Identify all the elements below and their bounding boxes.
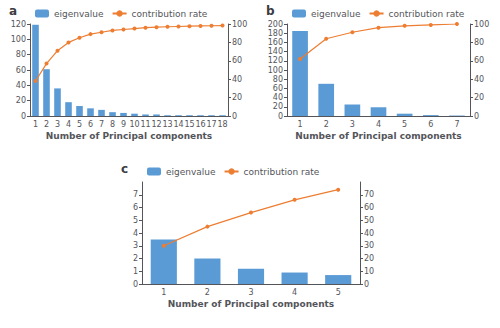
- svg-text:1: 1: [133, 267, 138, 276]
- svg-text:1: 1: [298, 120, 303, 129]
- svg-text:0: 0: [21, 112, 26, 121]
- svg-text:15: 15: [184, 120, 194, 129]
- svg-text:20: 20: [474, 93, 484, 102]
- svg-text:17: 17: [206, 120, 216, 129]
- svg-text:140: 140: [268, 47, 283, 56]
- svg-text:eigenvalue: eigenvalue: [311, 9, 361, 19]
- svg-text:c: c: [121, 162, 128, 176]
- svg-text:80: 80: [273, 75, 283, 84]
- svg-text:40: 40: [273, 93, 283, 102]
- svg-text:contribution rate: contribution rate: [244, 167, 320, 177]
- svg-text:20: 20: [16, 96, 26, 105]
- svg-text:4: 4: [292, 288, 297, 297]
- svg-text:60: 60: [474, 56, 484, 65]
- svg-text:40: 40: [232, 75, 242, 84]
- svg-text:70: 70: [364, 190, 374, 199]
- svg-text:160: 160: [268, 38, 283, 47]
- svg-text:6: 6: [428, 120, 433, 129]
- svg-text:20: 20: [273, 102, 283, 111]
- svg-text:7: 7: [133, 190, 138, 199]
- svg-text:10: 10: [129, 120, 139, 129]
- svg-text:3: 3: [248, 288, 253, 297]
- svg-text:80: 80: [474, 38, 484, 47]
- svg-text:10: 10: [364, 267, 374, 276]
- svg-text:200: 200: [268, 20, 283, 29]
- svg-text:contribution rate: contribution rate: [132, 9, 208, 19]
- svg-text:5: 5: [402, 120, 407, 129]
- svg-text:40: 40: [364, 229, 374, 238]
- svg-text:12: 12: [151, 120, 161, 129]
- svg-text:b: b: [266, 4, 275, 18]
- svg-text:11: 11: [140, 120, 150, 129]
- svg-text:18: 18: [217, 120, 227, 129]
- svg-text:7: 7: [454, 120, 459, 129]
- svg-text:0: 0: [364, 280, 369, 289]
- svg-text:0: 0: [278, 112, 283, 121]
- svg-text:40: 40: [16, 81, 26, 90]
- svg-text:14: 14: [173, 120, 183, 129]
- svg-text:5: 5: [336, 288, 341, 297]
- svg-text:100: 100: [268, 66, 283, 75]
- svg-text:13: 13: [162, 120, 172, 129]
- svg-text:100: 100: [474, 20, 489, 29]
- svg-text:5: 5: [77, 120, 82, 129]
- svg-text:50: 50: [364, 216, 374, 225]
- svg-text:4: 4: [66, 120, 71, 129]
- svg-text:5: 5: [133, 216, 138, 225]
- svg-text:60: 60: [232, 56, 242, 65]
- svg-text:0: 0: [232, 112, 237, 121]
- svg-text:1: 1: [161, 288, 166, 297]
- svg-text:3: 3: [133, 241, 138, 250]
- svg-text:100: 100: [11, 35, 26, 44]
- svg-text:80: 80: [232, 38, 242, 47]
- svg-text:60: 60: [16, 66, 26, 75]
- svg-text:Number of Principal components: Number of Principal components: [168, 299, 334, 309]
- svg-text:1: 1: [33, 120, 38, 129]
- svg-text:contribution rate: contribution rate: [389, 9, 465, 19]
- svg-text:9: 9: [121, 120, 126, 129]
- svg-text:20: 20: [232, 93, 242, 102]
- svg-text:Number of Principal components: Number of Principal components: [46, 131, 212, 141]
- svg-text:a: a: [9, 4, 17, 18]
- svg-text:0: 0: [133, 280, 138, 289]
- svg-text:4: 4: [376, 120, 381, 129]
- svg-text:8: 8: [110, 120, 115, 129]
- svg-text:60: 60: [364, 203, 374, 212]
- svg-text:2: 2: [133, 254, 138, 263]
- svg-text:6: 6: [133, 203, 138, 212]
- svg-text:Number of Principal components: Number of Principal components: [295, 131, 461, 141]
- svg-text:eigenvalue: eigenvalue: [166, 167, 216, 177]
- svg-text:eigenvalue: eigenvalue: [54, 9, 104, 19]
- svg-text:100: 100: [232, 20, 247, 29]
- svg-text:40: 40: [474, 75, 484, 84]
- svg-text:2: 2: [205, 288, 210, 297]
- svg-text:120: 120: [11, 20, 26, 29]
- svg-text:3: 3: [55, 120, 60, 129]
- svg-text:120: 120: [268, 56, 283, 65]
- svg-text:80: 80: [16, 50, 26, 59]
- svg-text:180: 180: [268, 29, 283, 38]
- svg-text:6: 6: [88, 120, 93, 129]
- svg-text:0: 0: [474, 112, 479, 121]
- svg-text:2: 2: [44, 120, 49, 129]
- svg-text:7: 7: [99, 120, 104, 129]
- svg-text:2: 2: [324, 120, 329, 129]
- svg-text:20: 20: [364, 254, 374, 263]
- svg-text:3: 3: [350, 120, 355, 129]
- svg-text:16: 16: [195, 120, 205, 129]
- svg-text:4: 4: [133, 229, 138, 238]
- svg-text:60: 60: [273, 84, 283, 93]
- svg-text:30: 30: [364, 241, 374, 250]
